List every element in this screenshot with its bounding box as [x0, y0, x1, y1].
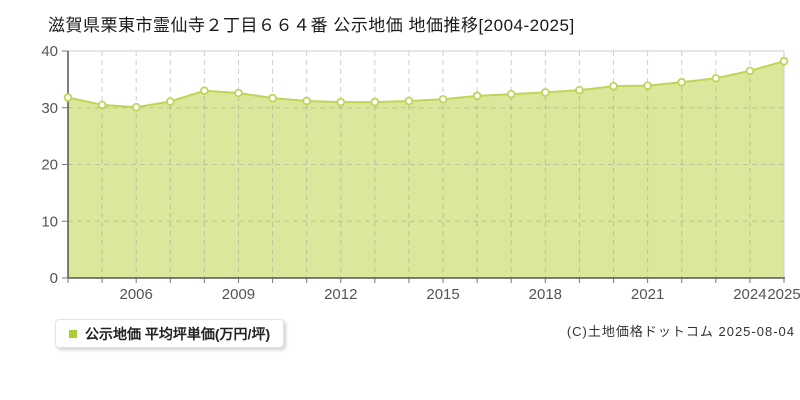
legend: 公示地価 平均坪単価(万円/坪)	[55, 319, 285, 348]
axis-ticks	[62, 50, 785, 283]
data-point-marker	[643, 81, 652, 90]
legend-swatch	[69, 329, 77, 338]
axis-labels: 0 10 20 30 40 2006 2009 2012 2015 2018 2021 2024 202…	[41, 43, 800, 303]
copyright-text: (C)土地価格ドットコム 2025-08-04	[566, 324, 795, 339]
x-tick-label: 2009	[222, 286, 255, 303]
data-point-marker	[404, 96, 414, 106]
page-title: 滋賀県栗東市霊仙寺２丁目６６４番 公示地価 地価推移[2004-2025]	[48, 16, 575, 35]
data-point-marker	[336, 97, 346, 107]
line-series	[67, 60, 785, 109]
data-point-marker	[131, 102, 141, 112]
data-point-marker	[541, 88, 550, 97]
x-tick-label: 2021	[631, 286, 664, 303]
data-point-marker	[609, 81, 618, 91]
data-point-marker	[438, 94, 448, 104]
x-tick-label: 2024	[733, 286, 766, 303]
data-point-marker	[302, 96, 311, 106]
area-series	[68, 61, 784, 279]
gridlines	[68, 51, 784, 278]
chart-canvas: 0 10 20 30 40 2006 2009 2012 2015 2018 2021 2024 202…	[41, 43, 800, 303]
x-tick-label: 2015	[426, 286, 459, 303]
y-tick-label: 40	[41, 43, 58, 60]
data-point-marker	[370, 97, 380, 107]
data-point-marker	[779, 56, 789, 66]
data-point-marker	[506, 89, 516, 99]
x-tick-label: 2006	[120, 286, 153, 303]
y-tick-label: 0	[50, 270, 58, 287]
x-tick-label: 2018	[529, 286, 562, 303]
data-point-marker	[711, 73, 721, 83]
y-tick-label: 10	[41, 213, 58, 230]
data-point-marker	[97, 100, 107, 110]
data-point-marker	[200, 86, 209, 96]
x-tick-label: 2025	[767, 286, 800, 303]
data-point-marker	[165, 97, 175, 106]
y-tick-label: 20	[41, 157, 58, 174]
legend-label: 公示地価 平均坪単価(万円/坪)	[85, 325, 271, 342]
data-point-marker	[677, 77, 687, 87]
data-point-marker	[745, 66, 755, 76]
data-point-marker	[234, 88, 243, 98]
x-tick-label: 2012	[324, 286, 357, 303]
plot-border	[68, 50, 785, 278]
data-point-marker	[268, 93, 277, 103]
data-points	[63, 56, 789, 112]
y-tick-label: 30	[41, 100, 58, 117]
data-point-marker	[63, 93, 73, 102]
data-point-marker	[472, 91, 482, 101]
data-point-marker	[575, 85, 584, 95]
